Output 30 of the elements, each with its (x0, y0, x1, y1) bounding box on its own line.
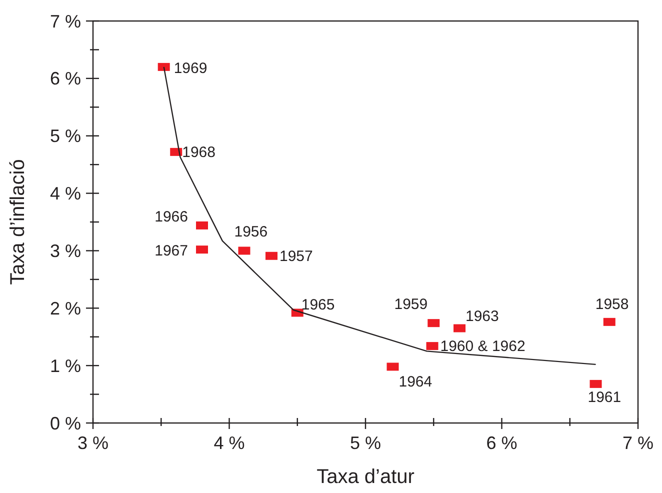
y-tick-label: 4 % (50, 184, 81, 204)
x-axis-title: Taxa d’atur (316, 466, 415, 488)
y-axis-title: Taxa d’inflació (7, 159, 29, 285)
annotation: 1959 (394, 296, 428, 314)
y-tick-label: 6 % (50, 68, 81, 89)
y-tick-label: 3 % (50, 241, 81, 262)
y-tick-label: 7 % (50, 11, 81, 32)
annotation: 1967 (154, 242, 188, 260)
annotation: 1966 (154, 208, 188, 226)
annotation: 1963 (466, 308, 499, 326)
annotation: 1969 (174, 60, 208, 77)
annotation: 1958 (595, 296, 629, 313)
point (196, 221, 208, 230)
y-tick-label: 1 % (50, 356, 81, 376)
annotation: 1956 (234, 224, 268, 241)
y-tick-label: 5 % (50, 126, 81, 146)
y-tick-label: 0 % (50, 413, 81, 434)
x-tick-label: 3 % (77, 433, 109, 453)
y-tick-label: 2 % (50, 298, 81, 318)
point (196, 246, 208, 254)
annotation: 1968 (182, 144, 216, 161)
annotation: 1964 (398, 374, 432, 391)
annotation: 1965 (301, 296, 335, 314)
x-tick-label: 6 % (486, 433, 518, 453)
annotation: 1960 & 1962 (440, 338, 526, 356)
x-tick-label: 4 % (214, 433, 245, 453)
annotation: 1957 (279, 248, 313, 265)
x-tick-label: 7 % (622, 433, 654, 453)
annotation: 1961 (588, 388, 622, 406)
x-tick-label: 5 % (350, 433, 382, 453)
